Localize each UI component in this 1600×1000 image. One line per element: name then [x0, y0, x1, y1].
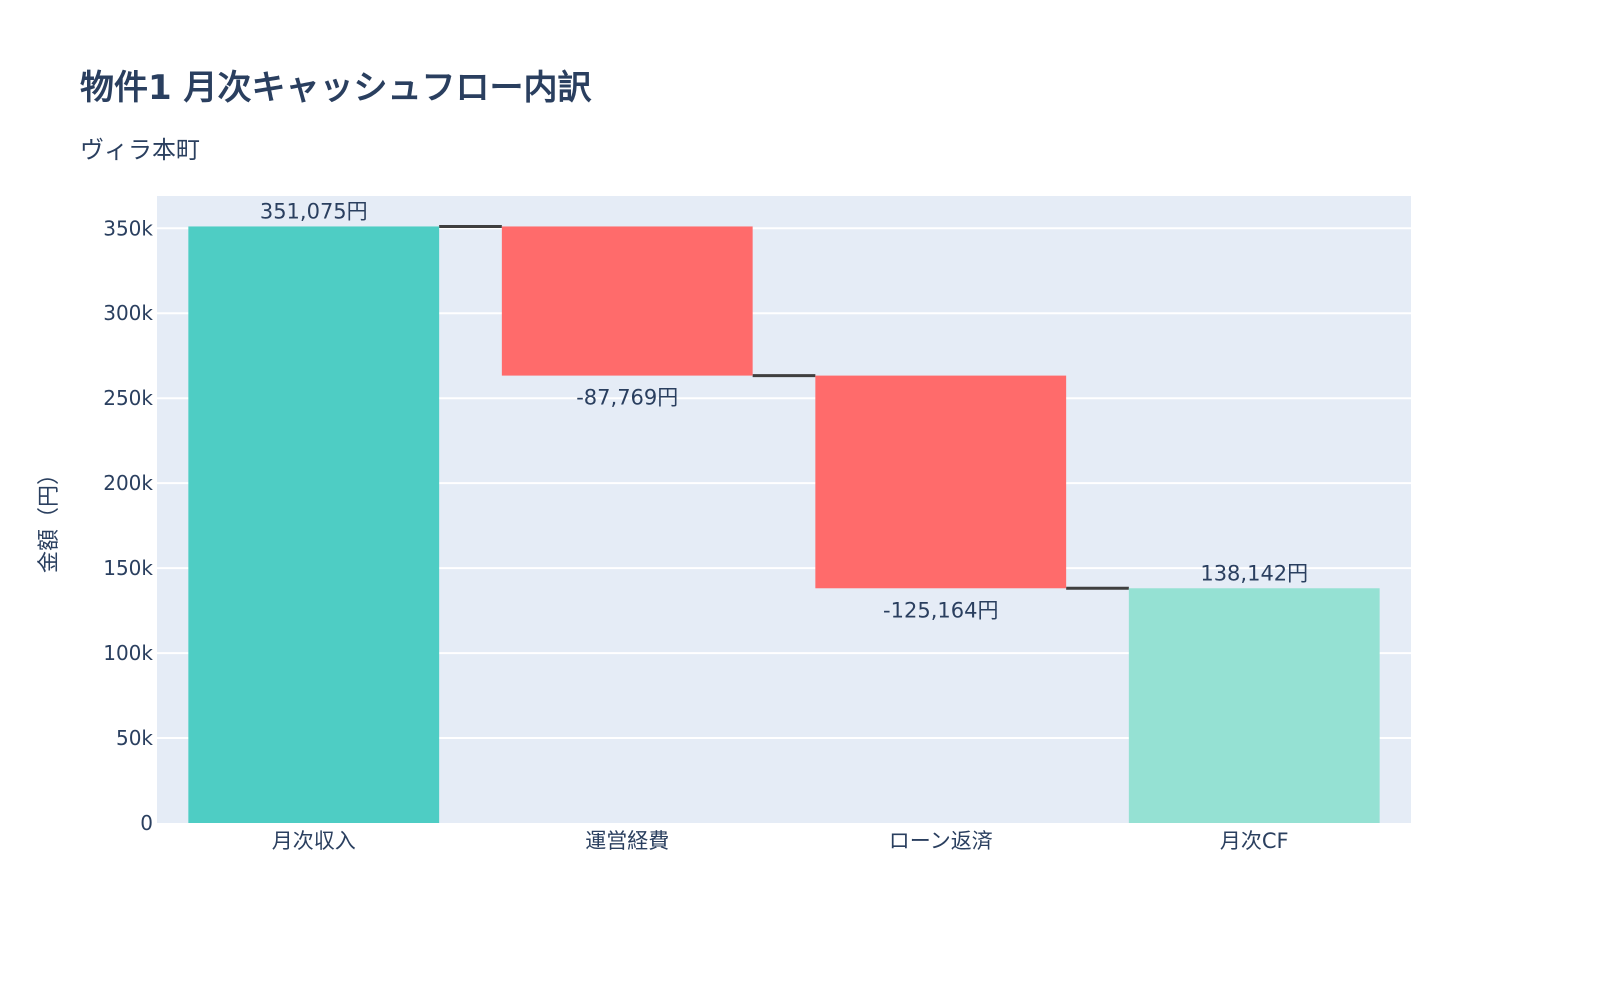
waterfall-bar — [188, 226, 440, 823]
y-tick-label: 250k — [103, 386, 153, 410]
waterfall-bar — [1128, 588, 1380, 823]
y-tick-label: 50k — [116, 726, 153, 750]
chart-subtitle: ヴィラ本町 — [80, 136, 200, 164]
y-axis-title: 金額（円） — [37, 463, 62, 573]
x-tick-label: 運営経費 — [585, 829, 669, 853]
y-tick-label: 150k — [103, 556, 153, 580]
y-tick-label: 350k — [103, 216, 153, 240]
waterfall-bar — [815, 375, 1067, 589]
chart-title: 物件1 月次キャッシュフロー内訳 — [80, 68, 592, 108]
x-tick-label: 月次CF — [1220, 829, 1289, 853]
y-tick-label: 100k — [103, 641, 153, 665]
x-tick-label: ローン返済 — [889, 829, 993, 853]
x-tick-label: 月次収入 — [272, 829, 356, 853]
y-tick-label: 200k — [103, 471, 153, 495]
y-tick-label: 0 — [140, 811, 153, 835]
data-label: 351,075円 — [260, 199, 368, 223]
data-label: -87,769円 — [576, 386, 678, 410]
data-label: -125,164円 — [883, 598, 998, 622]
waterfall-bar — [501, 226, 753, 376]
data-label: 138,142円 — [1200, 561, 1308, 585]
y-tick-label: 300k — [103, 301, 153, 325]
